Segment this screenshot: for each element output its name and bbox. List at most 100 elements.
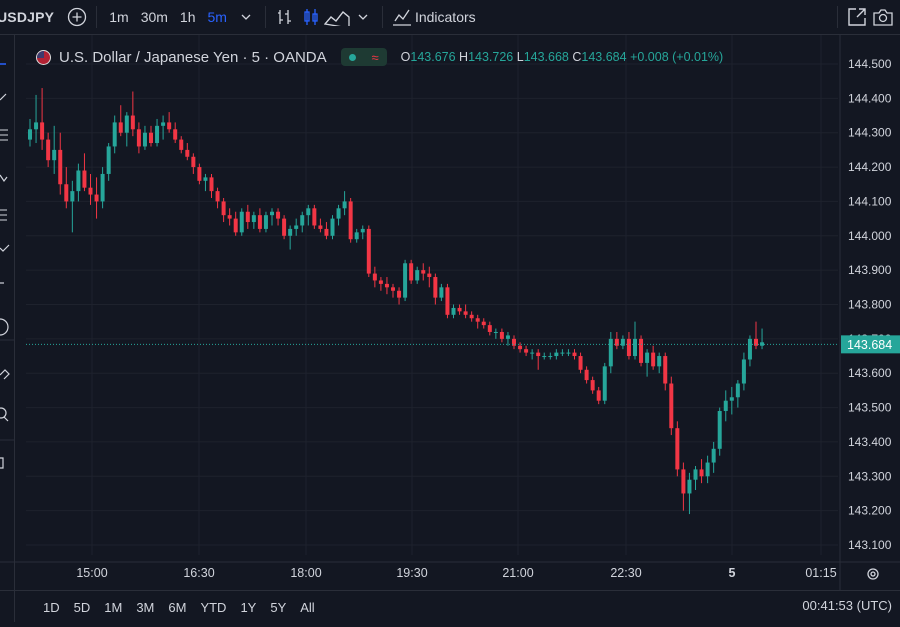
candle — [257, 208, 262, 233]
candlestick-chart[interactable]: 144.500 144.400 144.300 144.200 144.100 144.0… — [0, 35, 900, 590]
candle-body — [747, 338, 752, 360]
time-tick-label: 5 — [729, 566, 736, 580]
price-tick-label: 144.300 — [848, 126, 892, 140]
range-ytd-button[interactable]: YTD — [200, 599, 227, 615]
candle-body — [82, 170, 87, 188]
candle — [620, 335, 625, 350]
time-tick-label: 19:30 — [396, 566, 427, 580]
candle — [391, 283, 395, 298]
market-status-badge[interactable]: ≈ — [340, 48, 387, 66]
interval-30m-button[interactable]: 30m — [140, 9, 168, 25]
candle — [300, 211, 305, 233]
candle-body — [282, 218, 287, 236]
range-all-button[interactable]: All — [300, 599, 315, 615]
candle-body — [239, 211, 244, 233]
candle — [669, 376, 674, 436]
candle-body — [626, 338, 631, 357]
candle — [360, 225, 365, 240]
candle — [681, 462, 686, 511]
area-chart-type-icon[interactable] — [323, 0, 350, 34]
indicators-icon[interactable] — [389, 0, 415, 34]
range-5d-button[interactable]: 5D — [73, 599, 91, 615]
candle-body — [372, 273, 377, 281]
price-tick-label: 143.300 — [848, 469, 892, 483]
candle — [711, 441, 716, 473]
candle-body — [324, 228, 329, 236]
candle-body — [276, 211, 281, 219]
candle — [342, 191, 347, 216]
candle — [233, 211, 238, 236]
range-1d-button[interactable]: 1D — [43, 599, 60, 615]
price-tick-label: 143.400 — [848, 435, 892, 449]
candle — [760, 328, 765, 350]
chevron-down-icon[interactable] — [350, 0, 376, 34]
candle-body — [167, 122, 172, 130]
candle-body — [639, 338, 644, 363]
indicators-button[interactable]: Indicators — [414, 9, 476, 25]
price-chart[interactable]: 144.500 144.400 144.300 144.200 144.100 144.0… — [0, 35, 900, 590]
us-flag-icon — [36, 49, 51, 65]
candle-body — [602, 366, 607, 401]
candle-body — [760, 342, 765, 346]
candle-body — [76, 170, 81, 192]
candle — [645, 349, 650, 377]
candle-body — [215, 191, 220, 202]
candle — [94, 177, 99, 219]
range-3m-button[interactable]: 3M — [136, 599, 155, 615]
candle-body — [70, 191, 75, 202]
candle-body — [439, 287, 444, 298]
candle — [52, 125, 57, 174]
candle — [167, 112, 172, 133]
fullscreen-icon[interactable] — [844, 0, 870, 34]
interval-5m-button[interactable]: 5m — [207, 9, 227, 25]
chevron-down-icon[interactable] — [233, 0, 259, 34]
candle — [161, 115, 166, 140]
candle-body — [197, 167, 202, 181]
bar-chart-type-icon[interactable] — [272, 0, 298, 34]
interval-1h-button[interactable]: 1h — [179, 9, 196, 25]
candle-body — [118, 122, 123, 133]
interval-1m-button[interactable]: 1m — [109, 9, 129, 25]
candle — [136, 122, 141, 154]
candle — [475, 314, 480, 329]
candle — [626, 331, 631, 360]
candle-body — [330, 218, 335, 236]
candle — [397, 287, 402, 305]
candle-body — [415, 270, 420, 281]
candle-body — [185, 149, 190, 157]
candle-body — [669, 383, 674, 429]
candle — [263, 211, 268, 233]
range-6m-button[interactable]: 6M — [168, 599, 187, 615]
open-label: O — [400, 50, 411, 64]
candle-body — [518, 345, 523, 350]
legend-title[interactable]: U.S. Dollar / Japanese Yen · 5 · OANDA — [59, 48, 327, 66]
range-1m-button[interactable]: 1M — [104, 599, 123, 615]
candle — [197, 163, 202, 185]
last-price-line: 143.684 — [26, 335, 900, 354]
candle — [705, 455, 710, 484]
candle — [403, 259, 408, 302]
candle-body — [735, 383, 740, 398]
candle-body — [542, 356, 547, 358]
candle-body — [427, 273, 432, 278]
symbol-name[interactable]: USDJPY — [0, 9, 55, 25]
range-5y-button[interactable]: 5Y — [270, 599, 287, 615]
candle-body — [614, 338, 619, 346]
candle — [566, 349, 571, 357]
candle-body — [663, 356, 668, 384]
camera-icon[interactable] — [870, 0, 896, 34]
candle-body — [149, 132, 153, 144]
candle-body — [566, 352, 571, 354]
settings-gear-icon — [867, 568, 879, 580]
candle-body — [191, 156, 196, 168]
candle-body — [723, 400, 728, 412]
utc-clock[interactable]: 00:41:53 (UTC) — [802, 598, 892, 613]
add-symbol-icon[interactable] — [64, 0, 90, 34]
candle — [584, 366, 589, 384]
candle-body — [711, 448, 716, 463]
range-1y-button[interactable]: 1Y — [240, 599, 257, 615]
candle-body — [681, 469, 686, 494]
candle-body — [487, 325, 492, 332]
drawing-tools-icons[interactable] — [0, 35, 14, 622]
candles-chart-type-icon[interactable] — [298, 0, 324, 34]
